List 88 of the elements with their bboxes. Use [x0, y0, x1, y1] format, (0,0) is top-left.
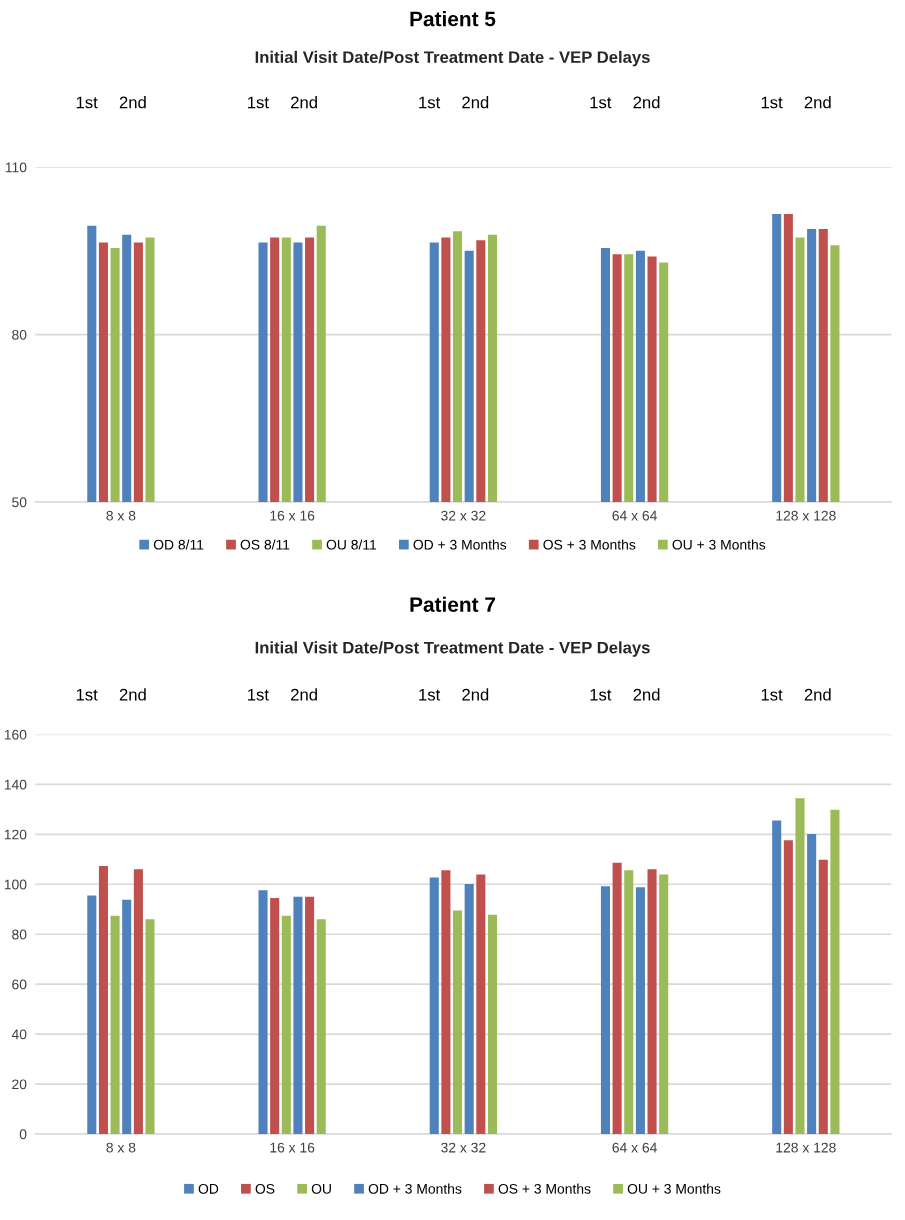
bar [293, 896, 303, 1134]
y-tick-label: 80 [12, 329, 27, 340]
legend-label: OD + 3 Months [413, 539, 507, 550]
bar [98, 866, 108, 1134]
text: 1st [761, 96, 783, 109]
y-tick-label: 110 [5, 162, 27, 173]
y-tick-label: 0 [19, 1129, 27, 1140]
bar [87, 895, 97, 1134]
bar [772, 820, 782, 1134]
text: 1st [761, 688, 783, 701]
legend-label: OD 8/11 [153, 539, 204, 550]
y-tick-label: 160 [4, 729, 27, 740]
bar [464, 884, 474, 1134]
bar [807, 834, 817, 1134]
bar [441, 870, 451, 1134]
text: 2nd [462, 96, 489, 109]
bar [783, 840, 793, 1134]
x-tick-label: 8 x 8 [106, 1142, 136, 1153]
bar [818, 859, 828, 1134]
y-tick-label: 120 [4, 829, 27, 840]
y-tick-label: 80 [12, 929, 27, 940]
chart-title: Patient 5 [410, 11, 496, 27]
chart-subtitle: Initial Visit Date/Post Treatment Date - VEP Delays [255, 50, 650, 67]
bar [110, 915, 120, 1134]
text: 1st [590, 96, 612, 109]
text: 2nd [804, 688, 831, 701]
bar [795, 798, 805, 1134]
x-tick-label: 128 x 128 [776, 1142, 836, 1153]
bar [258, 890, 268, 1134]
bar [612, 862, 622, 1134]
bar [145, 919, 155, 1134]
text: 2nd [119, 96, 146, 109]
legend-label: OD [198, 1183, 219, 1194]
x-tick-label: 16 x 16 [270, 510, 315, 521]
y-tick-label: 20 [12, 1079, 27, 1090]
x-tick-label: 32 x 32 [441, 510, 486, 521]
y-tick-label: 60 [12, 979, 27, 990]
x-tick-label: 64 x 64 [612, 1142, 657, 1153]
chart-title: Patient 7 [410, 596, 495, 612]
bar [270, 898, 280, 1134]
text: 2nd [804, 96, 831, 109]
legend-label: OU [311, 1183, 331, 1194]
y-tick-label: 50 [12, 497, 27, 508]
x-tick-label: 8 x 8 [106, 510, 136, 521]
x-tick-label: 16 x 16 [270, 1142, 315, 1153]
text: 1st [76, 96, 98, 109]
legend-label: OU + 3 Months [627, 1183, 721, 1194]
legend-label: OU 8/11 [326, 539, 377, 550]
legend-label: OS [255, 1183, 275, 1194]
text: 1st [419, 96, 441, 109]
x-tick-label: 32 x 32 [441, 1142, 486, 1153]
text: 2nd [119, 688, 146, 701]
bar [281, 915, 291, 1134]
text: 2nd [291, 688, 317, 701]
legend-label: OS 8/11 [240, 539, 290, 550]
legend-label: OS + 3 Months [543, 539, 636, 550]
legend-label: OS + 3 Months [498, 1183, 591, 1194]
x-tick-label: 64 x 64 [612, 510, 657, 521]
y-tick-label: 140 [4, 779, 27, 790]
chart-subtitle: Initial Visit Date/Post Treatment Date - VEP Delays [255, 641, 650, 657]
bar [453, 910, 463, 1134]
legend-label: OD + 3 Months [368, 1183, 462, 1194]
text: 2nd [633, 96, 660, 109]
bar [600, 886, 611, 1134]
bar [647, 869, 657, 1134]
text: 2nd [462, 688, 489, 701]
bar [635, 887, 645, 1134]
bar [122, 899, 132, 1134]
bar [659, 874, 669, 1134]
bar [487, 914, 498, 1134]
bar [830, 809, 840, 1134]
x-tick-label: 128 x 128 [776, 510, 836, 521]
text: 2nd [633, 688, 660, 701]
bar [476, 874, 486, 1134]
text: 1st [248, 96, 269, 109]
bar [316, 919, 326, 1134]
bar [133, 869, 143, 1134]
text: 1st [590, 688, 612, 701]
text: 1st [419, 688, 441, 701]
bar [305, 896, 315, 1134]
y-tick-label: 40 [11, 1029, 27, 1040]
bar [624, 870, 634, 1134]
bar [429, 877, 439, 1134]
legend-label: OU + 3 Months [672, 539, 766, 550]
text: 1st [76, 688, 98, 701]
y-tick-label: 100 [4, 879, 27, 890]
text: 2nd [291, 96, 317, 109]
text: 1st [248, 688, 269, 701]
